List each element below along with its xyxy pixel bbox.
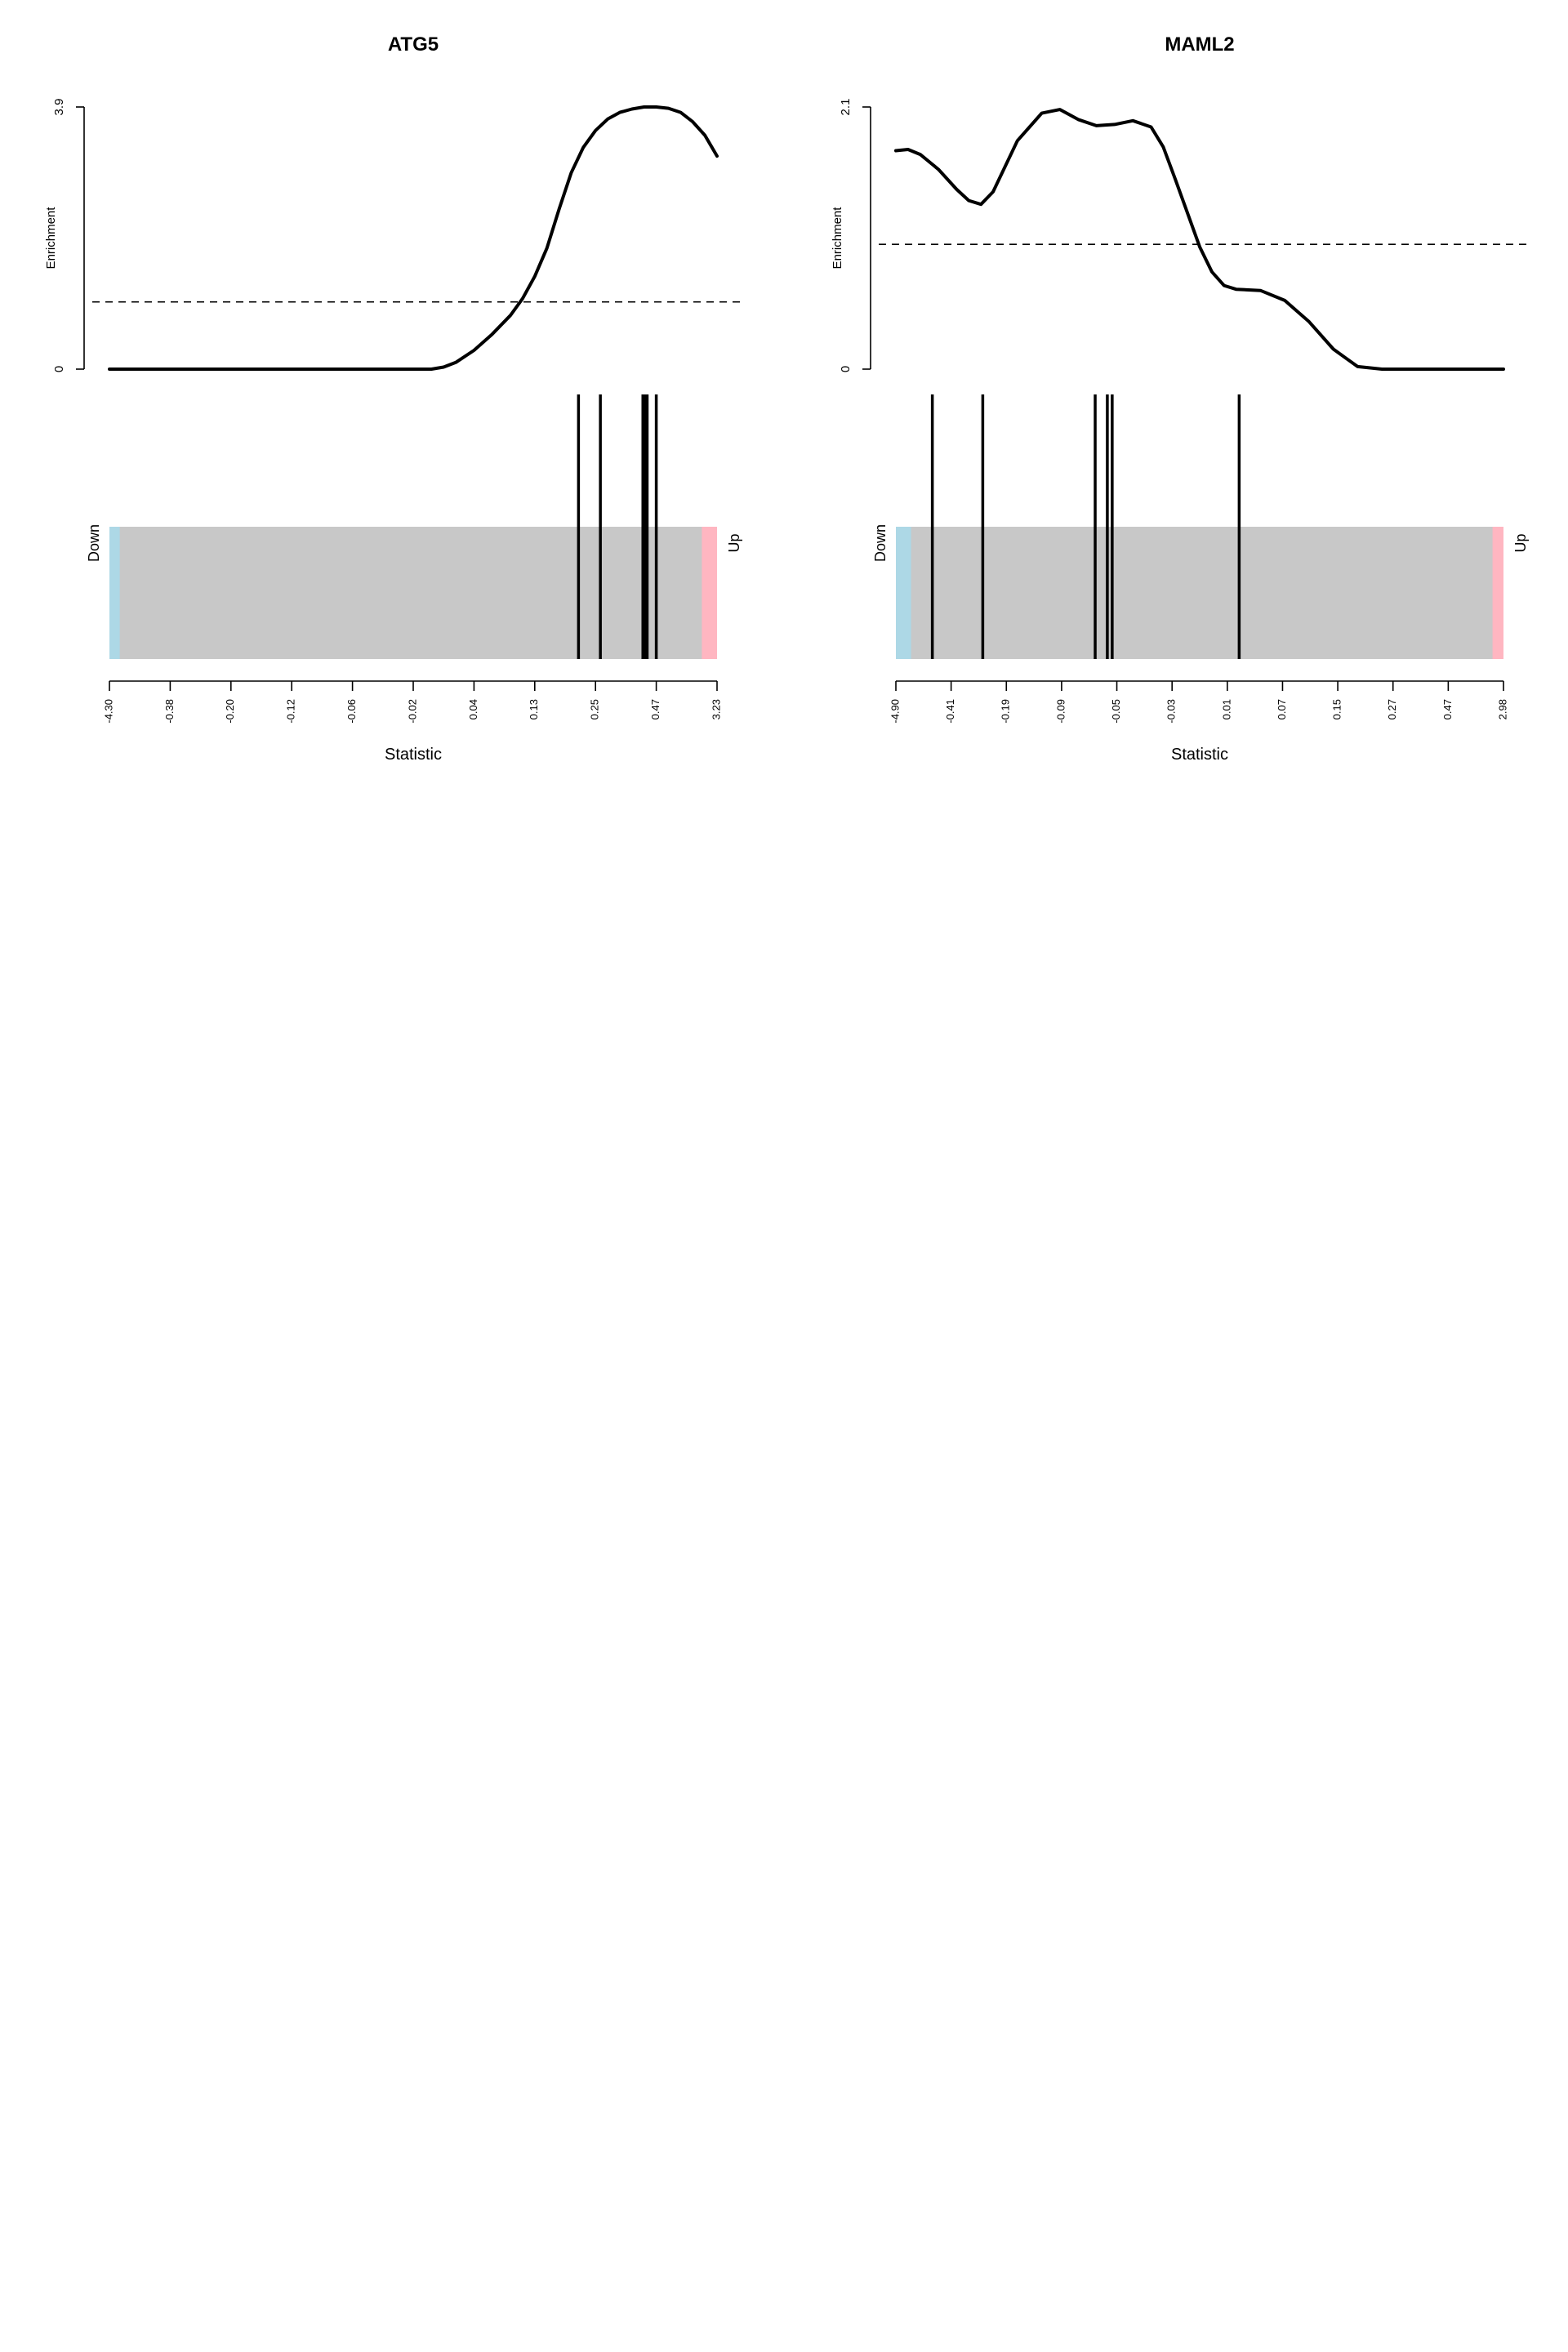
statistic-x-tick-label: 0.13 [528,699,540,719]
statistic-x-tick-label: 0.01 [1220,699,1232,719]
down-label: Down [86,524,102,562]
statistic-axis-label: Statistic [1171,746,1228,764]
statistic-x-tick-label: 0.47 [649,699,662,719]
barcode-down-region [896,527,911,659]
statistic-x-tick-label: -0.09 [1054,699,1067,724]
panel-maml2: MAML2 0 2.1 Enrichment Down Up -4.90 -0.41 -0.19… [831,33,1529,764]
enrichment-axis-label: Enrichment [44,207,58,270]
statistic-x-tick-label: -0.06 [345,699,358,724]
enrichment-y-tick-label: 0 [52,366,66,372]
statistic-x-tick-label: 0.47 [1441,699,1454,719]
barcode-background [896,527,1503,659]
barcode-background [109,527,717,659]
barcode-down-region [109,527,120,659]
enrichment-axis-label: Enrichment [831,207,844,270]
statistic-x-tick-label: 0.04 [467,699,479,719]
statistic-x-tick-label: 3.23 [710,699,722,719]
enrichment-curve [894,108,1505,371]
statistic-x-tick-label: -4.30 [102,699,114,724]
statistic-x-tick-label: 0.07 [1276,699,1288,719]
statistic-x-tick-label: -0.38 [163,699,176,724]
down-label: Down [872,524,889,562]
enrichment-y-tick-label: 3.9 [52,99,66,116]
statistic-x-tick-label: -0.03 [1165,699,1178,724]
barcode-up-region [1492,527,1503,659]
plot-title: ATG5 [388,33,439,56]
statistic-x-tick-label: -4.90 [889,699,901,724]
statistic-x-tick-label: 0.25 [589,699,601,719]
barcode-up-region [702,527,717,659]
statistic-x-tick-label: -0.41 [944,699,956,724]
statistic-x-tick-label: 0.27 [1386,699,1398,719]
statistic-x-tick-label: 0.15 [1331,699,1343,719]
statistic-x-tick-label: -0.05 [1110,699,1122,724]
enrichment-y-tick-label: 2.1 [839,99,853,116]
panel-atg5: ATG5 0 3.9 Enrichment Down Up -4.30 -0.38 -0.20 -… [44,33,742,764]
statistic-x-tick-label: -0.19 [1000,699,1012,724]
up-label: Up [726,533,742,552]
statistic-x-tick-label: -0.20 [224,699,236,724]
statistic-axis-label: Statistic [385,746,442,764]
statistic-x-tick-label: 2.98 [1496,699,1508,719]
enrichment-y-tick-label: 0 [839,366,853,372]
statistic-x-tick-label: -0.02 [406,699,418,724]
up-label: Up [1512,533,1529,552]
enrichment-curve [108,105,719,371]
statistic-x-tick-label: -0.12 [285,699,297,724]
plot-title: MAML2 [1165,33,1234,56]
